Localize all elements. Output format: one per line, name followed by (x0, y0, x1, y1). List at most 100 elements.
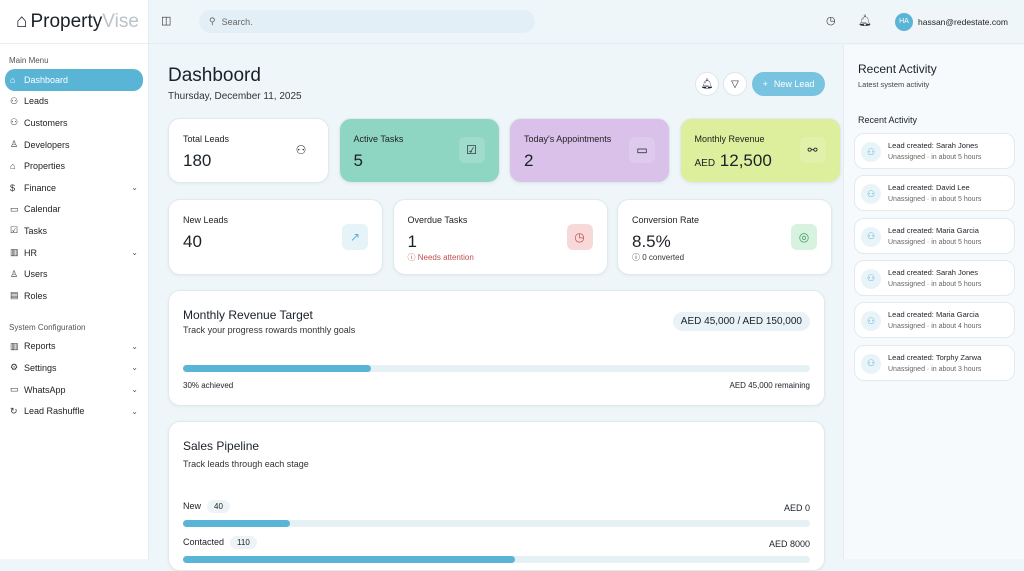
filter-button[interactable]: ▽ (723, 72, 747, 96)
chevron-down-icon[interactable]: ⌄ (131, 406, 138, 416)
stat-icon: ◷ (566, 224, 593, 250)
nav-icon: ⌂ (10, 74, 16, 85)
page-title: Dashboord (168, 65, 261, 86)
activity-subtitle: Latest system activity (858, 80, 930, 89)
stat-card[interactable]: Monthly Revenue AED 12,500 ⚯ (679, 118, 841, 183)
stage-progress-bar (183, 556, 810, 563)
stat-card[interactable]: Active Tasks 5 ☑ (338, 118, 500, 183)
remaining-label: AED 45,000 remaining (729, 381, 811, 390)
chevron-down-icon[interactable]: ⌄ (131, 183, 138, 193)
nav-icon: ☑ (10, 225, 19, 236)
target-badge: AED 45,000 / AED 150,000 (672, 312, 810, 331)
stat-icon: ◎ (791, 224, 817, 250)
page-date: Thursday, December 11, 2025 (168, 91, 302, 102)
info-icon: ⓘ (632, 253, 640, 262)
search-icon: ⚲ (209, 16, 216, 26)
sidebar-item-leads[interactable]: ⚇ Leads (10, 95, 49, 107)
stage-progress-bar (183, 520, 810, 527)
target-title: Monthly Revenue Target (183, 308, 313, 322)
sidebar-item-whatsapp[interactable]: ▭ WhatsApp ⌄ (10, 384, 138, 395)
main-content: Dashboord Thursday, December 11, 2025 🔔︎… (149, 45, 843, 571)
stat-card[interactable]: Conversion Rate 8.5% ◎ ⓘ 0 converted (617, 199, 832, 275)
sidebar-item-dashboard[interactable]: ⌂ Dashboard (5, 69, 143, 91)
nav-icon: ⌂ (10, 161, 16, 172)
activity-title: Recent Activity (858, 62, 937, 76)
activity-item[interactable]: ⚇ Lead created: Sarah Jones Unassigned · i… (854, 133, 1015, 169)
stat-icon: ☑ (458, 137, 485, 163)
stat-card[interactable]: Today's Appointments 2 ▭ (509, 118, 670, 183)
stat-card[interactable]: Total Leads 180 ⚇ (168, 118, 329, 183)
activity-item[interactable]: ⚇ Lead created: Torphy Zarwa Unassigned · … (854, 344, 1015, 381)
sidebar-item-properties[interactable]: ⌂ Properties (10, 161, 66, 172)
sidebar: ⌂ Property Vise Main Menu ⌂ Dashboard ⚇ Leads… (0, 0, 149, 559)
logo[interactable]: ⌂ Property Vise (0, 0, 148, 44)
stat-icon: ⚯ (799, 137, 826, 163)
stat-icon: ⚇ (288, 137, 314, 163)
progress-fill (183, 365, 372, 372)
achieved-label: 30% achieved (183, 381, 234, 390)
sidebar-item-users[interactable]: ♙ Users (10, 268, 48, 280)
plus-icon: + (762, 79, 768, 89)
users-icon: ⚇ (861, 226, 881, 247)
sidebar-item-customers[interactable]: ⚇ Customers (10, 117, 68, 128)
activity-item[interactable]: ⚇ Lead created: Maria Garcia Unassigned · … (854, 302, 1015, 339)
activity-section-title: Recent Activity (858, 115, 918, 125)
sidebar-item-reports[interactable]: ▥ Reports ⌄ (10, 340, 138, 352)
pipeline-subtitle: Track leads through each stage (183, 459, 309, 469)
history-icon[interactable]: ◷ (826, 15, 836, 27)
stat-icon: ↗ (342, 224, 368, 250)
pipeline-title: Sales Pipeline (183, 439, 260, 453)
activity-item[interactable]: ⚇ Lead created: David Lee Unassigned · in … (854, 175, 1015, 212)
stat-card[interactable]: Overdue Tasks 1 ◷ ⓘ Needs attention (392, 199, 608, 275)
sidebar-item-tasks[interactable]: ☑ Tasks (10, 225, 48, 236)
top-header: ◫ ⚲ Search. ◷ 🔔︎ HA hassan@redestate.com (149, 0, 1024, 44)
users-icon: ⚇ (861, 311, 881, 332)
target-subtitle: Track your progress rowards monthly goal… (183, 325, 356, 335)
alert-icon: ⓘ (407, 253, 416, 262)
nav-icon: ▭ (10, 384, 19, 395)
stat-card[interactable]: New Leads 40 ↗ (168, 199, 383, 275)
sidebar-toggle-icon[interactable]: ◫ (161, 15, 172, 27)
nav-icon: ⚇ (10, 117, 19, 128)
nav-icon: ♙ (10, 139, 19, 150)
users-icon: ⚇ (861, 353, 881, 374)
avatar: HA (895, 12, 913, 31)
nav-icon: $ (10, 182, 16, 193)
nav-icon: ⚙ (10, 362, 19, 373)
sidebar-item-developers[interactable]: ♙ Developers (10, 139, 70, 150)
nav-icon: ▭ (10, 203, 19, 214)
target-progress-bar (183, 365, 810, 372)
sidebar-item-roles[interactable]: ▤ Roles (10, 290, 48, 301)
chevron-down-icon[interactable]: ⌄ (131, 385, 138, 395)
main-menu-title: Main Menu (9, 56, 49, 65)
config-title: System Configuration (9, 322, 86, 332)
sidebar-item-hr[interactable]: ▥ HR ⌄ (10, 247, 138, 258)
new-lead-button[interactable]: + New Lead (752, 72, 825, 96)
recent-activity-panel: Recent Activity Latest system activity R… (843, 45, 1024, 559)
search-input[interactable]: ⚲ Search. (199, 10, 535, 33)
nav-icon: ▥ (10, 247, 19, 258)
sidebar-item-lead-rashuffle[interactable]: ↻ Lead Rashuffle ⌄ (10, 405, 138, 417)
nav-icon: ♙ (10, 268, 19, 279)
chevron-down-icon[interactable]: ⌄ (131, 248, 138, 258)
sidebar-item-calendar[interactable]: ▭ Calendar (10, 203, 61, 215)
nav-icon: ▥ (10, 340, 19, 351)
users-icon: ⚇ (861, 184, 881, 205)
sales-pipeline-card: Sales Pipeline Track leads through each … (168, 421, 825, 571)
filter-icon: ▽ (731, 78, 739, 90)
home-icon: ⌂ (16, 10, 28, 32)
users-icon: ⚇ (861, 142, 881, 162)
bell-icon: 🔔︎ (700, 78, 714, 90)
activity-item[interactable]: ⚇ Lead created: Maria Garcia Unassigned · … (854, 217, 1015, 254)
activity-item[interactable]: ⚇ Lead created: Sarah Jones Unassigned · i… (854, 259, 1015, 296)
bell-icon[interactable]: 🔔︎ (858, 15, 872, 27)
nav-icon: ⚇ (10, 95, 19, 106)
chevron-down-icon[interactable]: ⌄ (131, 363, 138, 373)
stat-icon: ▭ (629, 137, 655, 163)
chevron-down-icon[interactable]: ⌄ (131, 341, 138, 351)
notifications-button[interactable]: 🔔︎ (695, 72, 719, 96)
user-menu[interactable]: HA hassan@redestate.com (892, 10, 1009, 33)
sidebar-item-finance[interactable]: $ Finance ⌄ (10, 182, 138, 193)
nav-icon: ↻ (10, 405, 18, 416)
sidebar-item-settings[interactable]: ⚙ Settings ⌄ (10, 362, 138, 373)
